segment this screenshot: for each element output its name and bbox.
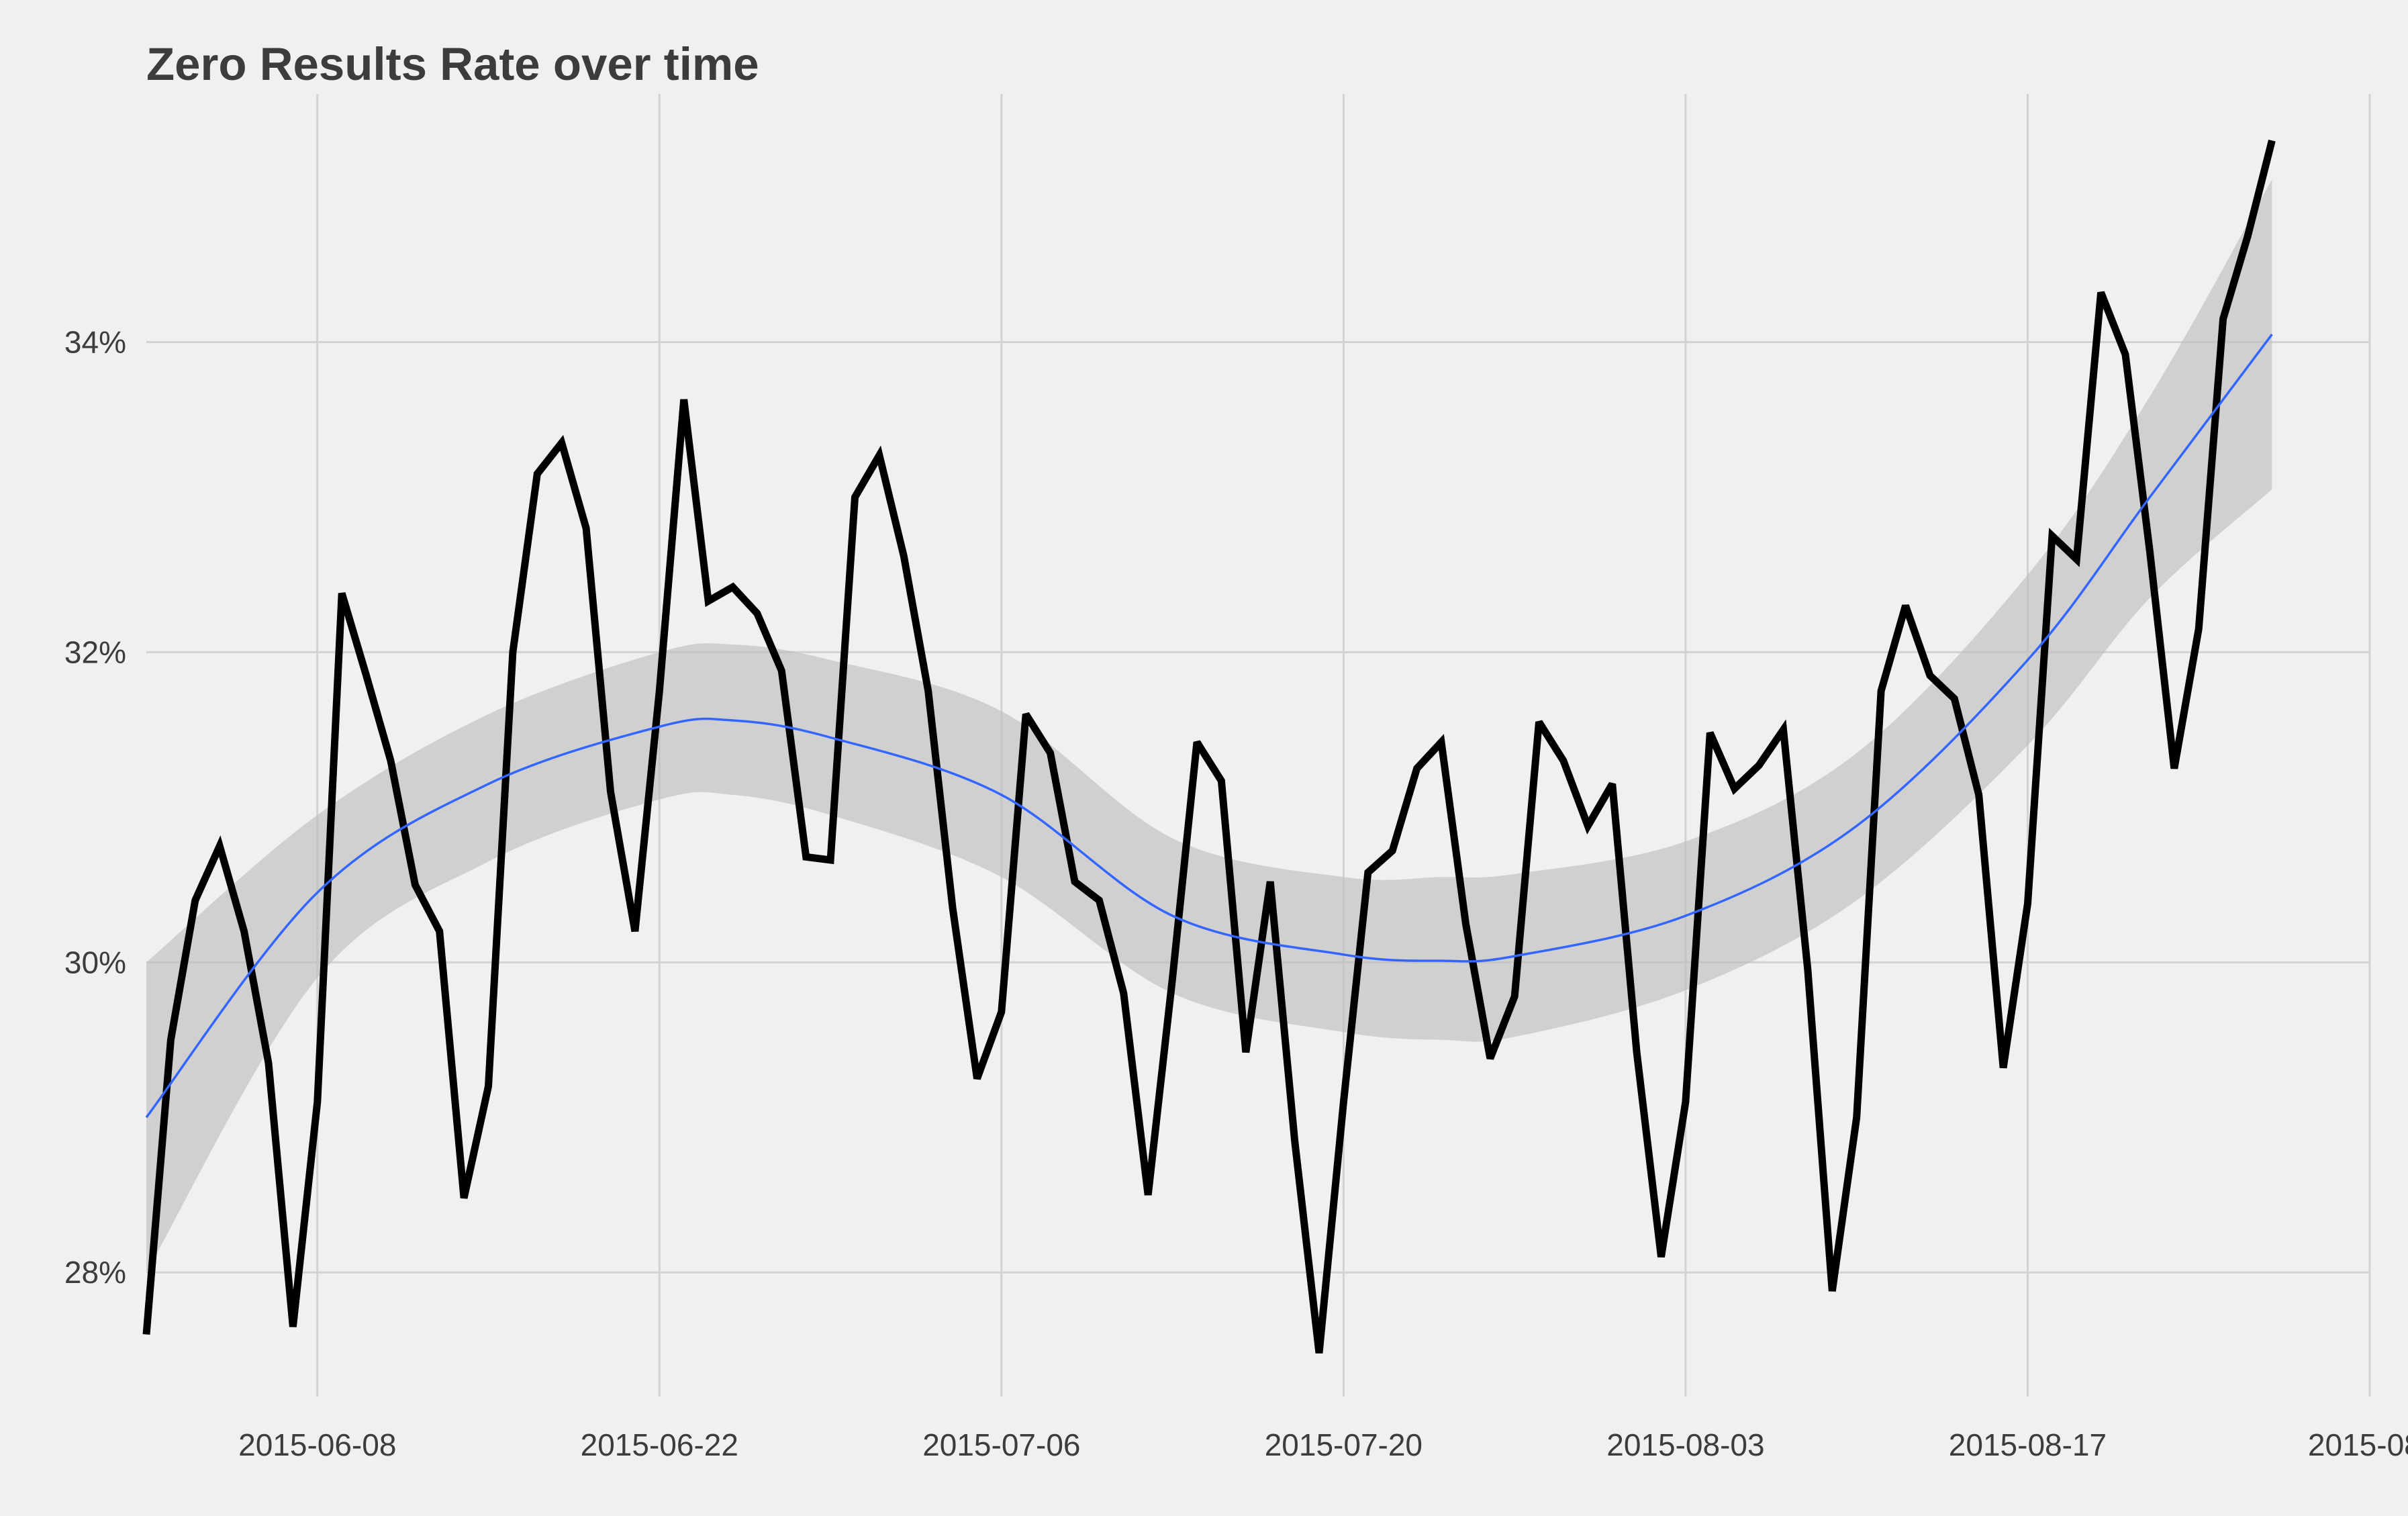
x-tick-label: 2015-06-22 [581, 1427, 738, 1462]
chart-title: Zero Results Rate over time [146, 38, 759, 90]
smooth-trend [145, 333, 2273, 1119]
confidence-band [146, 179, 2272, 1273]
y-tick-label: 34% [64, 325, 126, 360]
y-tick-label: 30% [64, 945, 126, 980]
y-tick-label: 32% [64, 634, 126, 669]
x-tick-label: 2015-08-03 [1606, 1427, 1764, 1462]
x-tick-label: 2015-07-06 [922, 1427, 1080, 1462]
x-tick-label: 2015-07-20 [1265, 1427, 1423, 1462]
y-tick-label: 28% [64, 1255, 126, 1290]
x-tick-label: 2015-08- [2308, 1427, 2408, 1462]
series-lines [142, 139, 2276, 1354]
smooth-fit-line [145, 333, 2273, 1119]
series-line [142, 139, 2276, 1354]
x-tick-label: 2015-06-08 [238, 1427, 396, 1462]
axis-tick-labels: 2015-06-08 2015-06-22 2015-07-06 2015-07-20… [64, 325, 2408, 1462]
smooth-confidence-band [146, 179, 2272, 1273]
x-tick-label: 2015-08-17 [1949, 1427, 2107, 1462]
